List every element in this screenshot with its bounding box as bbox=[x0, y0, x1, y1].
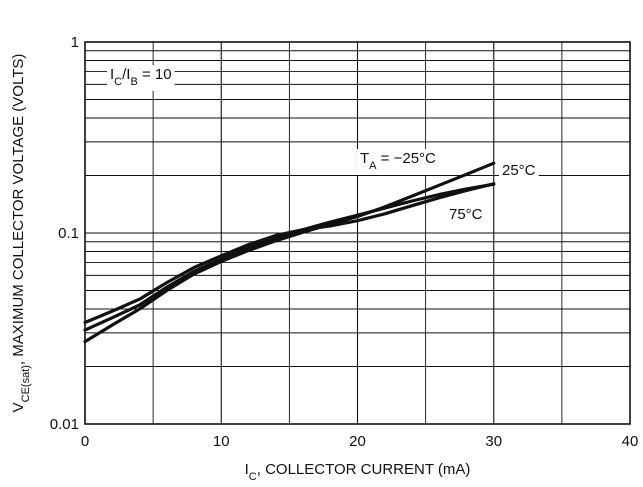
condition-label: IC/IB = 10 bbox=[110, 66, 172, 88]
series-line-0 bbox=[83, 161, 496, 344]
series-label-background-75c bbox=[446, 205, 486, 226]
y-tick-label: 1 bbox=[71, 34, 79, 51]
series-layer bbox=[83, 161, 496, 344]
y-tick-label: 0.1 bbox=[58, 225, 79, 242]
x-tick-label: 10 bbox=[213, 433, 230, 450]
series-line-2 bbox=[83, 182, 496, 325]
condition-label-background bbox=[107, 65, 175, 91]
x-axis-label: IC, COLLECTOR CURRENT (mA) bbox=[245, 461, 471, 483]
x-tick-label: 40 bbox=[622, 433, 639, 450]
x-tick-labels: 0 10 20 30 40 bbox=[81, 433, 639, 450]
y-axis-label: VCE(sat), MAXIMUM COLLECTOR VOLTAGE (VOL… bbox=[10, 54, 32, 413]
x-tick-label: 20 bbox=[349, 433, 366, 450]
y-tick-labels: 0.01 0.1 1 bbox=[50, 34, 79, 433]
series-label-ta-minus25: TA = −25°C bbox=[360, 150, 436, 172]
x-tick-label: 0 bbox=[81, 433, 89, 450]
series-label-background-25c bbox=[499, 161, 539, 182]
series-label-25c: 25°C bbox=[502, 162, 536, 179]
x-tick-label: 30 bbox=[485, 433, 502, 450]
series-label-75c: 75°C bbox=[449, 206, 483, 223]
grid bbox=[85, 42, 630, 424]
series-label-background-ta-minus25 bbox=[357, 149, 440, 175]
y-tick-label: 0.01 bbox=[50, 416, 79, 433]
plot-frame bbox=[84, 41, 631, 425]
